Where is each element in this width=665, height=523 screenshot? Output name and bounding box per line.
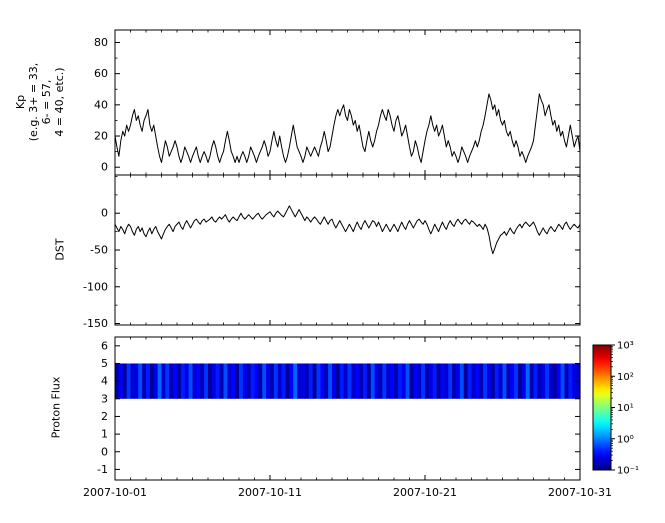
colorbar-tick-label: 10⁰ [617,434,634,445]
x-tick-label: 2007-10-21 [393,486,457,499]
kp-panel: 0 20 40 60 80 [94,29,581,176]
flux-panel: -1 0 1 2 3 4 5 6 [97,336,581,481]
x-tick-label: 2007-10-01 [83,486,147,499]
colorbar-gradient [592,344,612,471]
flux-ytick-label: 0 [101,445,108,458]
x-tick-label: 2007-10-31 [548,486,612,499]
colorbar-tick-label: 10³ [617,341,634,352]
kp-ytick-label: 0 [101,161,108,174]
flux-ytick-label: 6 [101,339,108,352]
flux-ytick-label: 2 [101,410,108,423]
x-tick-label: 2007-10-11 [238,486,302,499]
colorbar: 10³ 10² 10¹ 10⁰ 10⁻¹ [592,341,639,477]
dst-ytick-label: -50 [90,244,108,257]
proton-flux-band [115,363,581,399]
dst-trace [114,205,581,255]
flux-ytick-label: 4 [101,375,108,388]
colorbar-tick-label: 10² [617,372,634,383]
flux-panel-frame [114,336,581,481]
kp-ytick-label: 80 [94,36,108,49]
flux-ytick-label: 1 [101,428,108,441]
flux-ytick-label: 5 [101,357,108,370]
kp-panel-frame [114,29,581,176]
kp-ytick-label: 40 [94,98,108,111]
kp-ytick-label: 60 [94,67,108,80]
colorbar-tick-label: 10⁻¹ [617,466,639,477]
dst-panel: 0 -50 -100 -150 [83,174,581,330]
dst-ytick-label: -100 [83,280,108,293]
dst-ytick-label: 0 [101,207,108,220]
flux-ytick-label: -1 [97,463,108,476]
flux-ytick-label: 3 [101,392,108,405]
dst-panel-frame [114,174,581,326]
kp-ytick-label: 20 [94,130,108,143]
dst-ytick-label: -150 [83,317,108,330]
colorbar-tick-label: 10¹ [617,403,634,414]
kp-trace [114,93,581,164]
x-axis-labels: 2007-10-01 2007-10-11 2007-10-21 2007-10-31 [83,486,612,499]
